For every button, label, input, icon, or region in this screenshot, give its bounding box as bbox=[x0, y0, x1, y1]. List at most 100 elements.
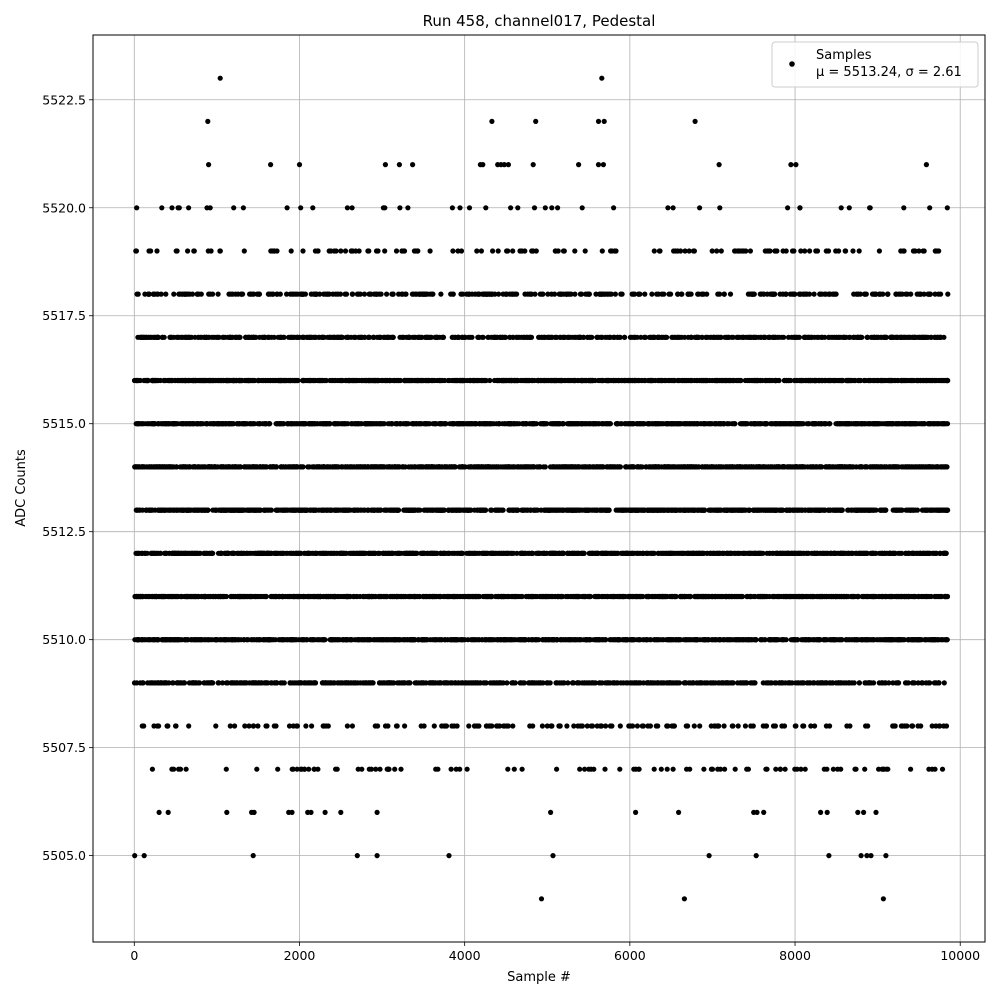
sample-point bbox=[772, 464, 778, 470]
sample-point bbox=[305, 464, 311, 470]
sample-point bbox=[680, 507, 686, 513]
sample-point bbox=[920, 377, 926, 384]
sample-point bbox=[676, 464, 682, 470]
sample-point bbox=[171, 421, 177, 427]
sample-point bbox=[610, 464, 616, 470]
sample-point bbox=[210, 421, 217, 427]
sample-point bbox=[208, 377, 214, 384]
sample-point bbox=[257, 421, 263, 427]
sample-point bbox=[252, 507, 258, 513]
sample-point bbox=[699, 550, 706, 556]
sample-point bbox=[659, 377, 666, 384]
sample-point bbox=[323, 377, 329, 384]
sample-point bbox=[624, 550, 630, 556]
sample-point bbox=[271, 464, 277, 470]
sample-point bbox=[724, 421, 730, 427]
sample-point bbox=[753, 464, 759, 470]
sample-point bbox=[742, 377, 748, 384]
sample-point bbox=[182, 377, 188, 384]
sample-point bbox=[598, 507, 604, 513]
sample-point bbox=[590, 464, 596, 470]
sample-point bbox=[944, 377, 951, 384]
sample-point bbox=[785, 377, 792, 384]
sample-point bbox=[798, 377, 805, 384]
sample-point bbox=[244, 421, 250, 427]
sample-point bbox=[671, 377, 677, 384]
sample-point bbox=[197, 377, 203, 384]
sample-point bbox=[681, 550, 688, 556]
sample-point bbox=[606, 377, 612, 384]
sample-point bbox=[266, 421, 272, 427]
sample-point bbox=[812, 377, 818, 384]
sample-point bbox=[629, 377, 635, 384]
sample-point bbox=[541, 377, 547, 384]
sample-point bbox=[478, 377, 485, 384]
sample-point bbox=[907, 464, 913, 470]
sample-point bbox=[365, 507, 371, 513]
sample-point bbox=[515, 377, 521, 384]
sample-point bbox=[756, 507, 762, 513]
sample-point bbox=[700, 421, 707, 427]
sample-point bbox=[222, 507, 228, 513]
sample-point bbox=[859, 421, 866, 427]
sample-point bbox=[325, 550, 332, 556]
sample-point bbox=[813, 507, 819, 513]
sample-point bbox=[285, 507, 291, 513]
sample-point bbox=[835, 421, 841, 427]
sample-point bbox=[353, 377, 359, 384]
sample-point bbox=[681, 464, 687, 470]
sample-point bbox=[320, 464, 326, 470]
sample-point bbox=[727, 464, 733, 470]
sample-point bbox=[614, 421, 620, 427]
sample-point bbox=[380, 377, 386, 384]
sample-point bbox=[346, 377, 352, 384]
sample-point bbox=[772, 377, 779, 384]
sample-point bbox=[174, 507, 180, 513]
sample-point bbox=[581, 464, 588, 470]
sample-point bbox=[564, 507, 571, 513]
sample-point bbox=[350, 421, 356, 427]
sample-point bbox=[828, 550, 834, 556]
sample-point bbox=[205, 507, 211, 513]
sample-point bbox=[262, 507, 268, 513]
sample-point bbox=[489, 464, 495, 470]
sample-point bbox=[417, 377, 423, 384]
sample-point bbox=[185, 507, 191, 513]
sample-point bbox=[572, 377, 579, 384]
sample-point bbox=[854, 421, 860, 427]
sample-point bbox=[916, 464, 922, 470]
sample-point bbox=[267, 507, 273, 513]
sample-point bbox=[277, 377, 283, 384]
sample-point bbox=[474, 464, 480, 470]
sample-point bbox=[442, 377, 448, 384]
sample-point bbox=[905, 550, 911, 556]
sample-point bbox=[412, 507, 418, 513]
sample-point bbox=[482, 421, 488, 427]
sample-point bbox=[405, 421, 411, 427]
sample-point bbox=[570, 421, 576, 427]
sample-point bbox=[531, 507, 537, 513]
sample-point bbox=[748, 421, 754, 427]
sample-point bbox=[629, 464, 636, 470]
sample-point bbox=[184, 421, 190, 427]
sample-point bbox=[573, 507, 579, 513]
sample-point bbox=[577, 421, 583, 427]
sample-point bbox=[931, 550, 937, 556]
sample-point bbox=[304, 550, 310, 556]
sample-point bbox=[575, 464, 581, 470]
sample-point bbox=[402, 377, 408, 384]
sample-point bbox=[424, 507, 430, 513]
sample-point bbox=[560, 421, 566, 427]
sample-point bbox=[387, 377, 393, 384]
sample-point bbox=[218, 550, 224, 556]
sample-point bbox=[431, 421, 437, 427]
sample-point bbox=[894, 507, 901, 513]
sample-point bbox=[797, 464, 803, 470]
sample-point bbox=[162, 377, 168, 384]
sample-point bbox=[940, 377, 947, 384]
sample-point bbox=[902, 421, 908, 427]
sample-point bbox=[835, 377, 841, 384]
sample-point bbox=[164, 550, 170, 556]
sample-point bbox=[885, 377, 891, 384]
